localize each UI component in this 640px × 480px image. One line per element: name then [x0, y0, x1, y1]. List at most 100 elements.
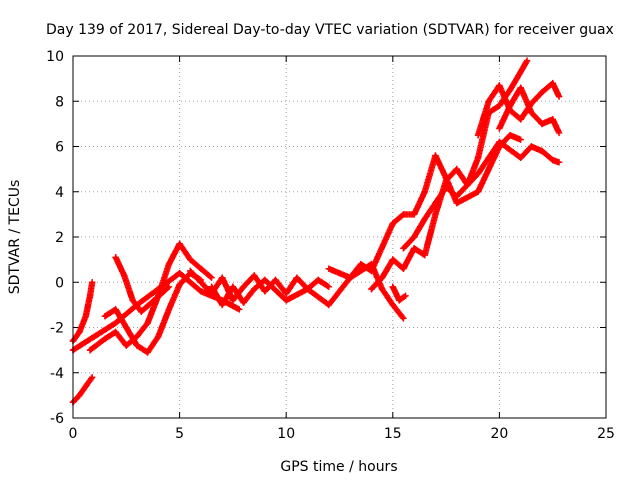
- data-point: [86, 346, 94, 354]
- data-point: [240, 283, 247, 290]
- data-point: [138, 308, 145, 315]
- data-point: [101, 312, 109, 320]
- data-point: [229, 297, 237, 304]
- series-track-11: [400, 138, 563, 252]
- data-point: [150, 297, 158, 304]
- data-point: [378, 285, 386, 293]
- y-tick-label: -6: [50, 411, 64, 427]
- data-point: [176, 240, 183, 247]
- data-point: [432, 211, 439, 218]
- data-point: [400, 265, 407, 272]
- x-tick-label: 0: [69, 426, 78, 442]
- data-point: [485, 98, 492, 105]
- data-point: [86, 292, 94, 300]
- data-point: [549, 156, 556, 164]
- data-point: [389, 283, 396, 290]
- data-point: [219, 274, 226, 281]
- data-point: [517, 116, 524, 123]
- data-point: [402, 292, 409, 300]
- data-point: [240, 299, 247, 306]
- data-point: [496, 102, 503, 109]
- data-point: [88, 374, 96, 381]
- data-point: [368, 285, 375, 293]
- data-point: [453, 199, 460, 207]
- data-point: [453, 193, 460, 200]
- data-point: [421, 188, 428, 195]
- data-point: [474, 170, 482, 177]
- chart-title: Day 139 of 2017, Sidereal Day-to-day VTE…: [46, 22, 614, 38]
- data-point: [378, 274, 386, 281]
- data-point: [506, 131, 514, 139]
- series-track-8: [208, 260, 407, 322]
- data-point: [400, 245, 407, 252]
- data-point: [144, 349, 151, 356]
- data-point: [538, 147, 546, 155]
- data-point: [165, 306, 173, 313]
- y-tick-label: 2: [55, 230, 64, 246]
- data-point: [389, 220, 396, 227]
- data-point: [517, 84, 524, 91]
- data-point: [129, 297, 136, 304]
- data-point: [123, 324, 130, 331]
- x-tick-label: 15: [384, 426, 402, 442]
- data-point: [112, 254, 119, 261]
- data-point: [133, 333, 141, 340]
- data-point: [155, 333, 162, 340]
- data-point: [389, 256, 396, 263]
- data-point: [496, 138, 503, 146]
- data-point: [453, 165, 460, 173]
- data-point: [538, 89, 546, 96]
- data-point: [133, 342, 141, 349]
- data-point: [555, 159, 563, 166]
- series-track-2: [69, 279, 96, 345]
- data-point: [325, 283, 333, 290]
- data-point: [261, 276, 269, 284]
- data-point: [432, 152, 439, 159]
- data-point: [442, 184, 450, 191]
- data-point: [272, 276, 279, 284]
- y-tick-label: 4: [55, 185, 64, 201]
- data-point: [517, 154, 524, 162]
- y-tick-label: -2: [50, 321, 64, 337]
- data-point: [549, 116, 556, 123]
- data-point: [549, 79, 556, 87]
- data-point: [304, 285, 311, 293]
- data-point: [76, 328, 83, 336]
- data-point: [410, 245, 418, 252]
- data-point: [176, 270, 183, 277]
- series-track-7: [187, 267, 333, 304]
- x-tick-label: 10: [277, 426, 295, 442]
- data-point: [523, 57, 531, 64]
- data-point: [76, 392, 83, 399]
- data-point: [432, 199, 439, 207]
- data-point: [496, 82, 503, 89]
- data-point: [165, 283, 173, 290]
- series-track-10: [368, 57, 531, 293]
- data-point: [229, 283, 237, 290]
- y-tick-label: 0: [55, 275, 64, 291]
- data-point: [176, 281, 183, 288]
- data-point: [101, 335, 109, 343]
- data-point: [555, 93, 563, 100]
- series-track-4: [86, 240, 215, 354]
- data-point: [197, 279, 205, 286]
- x-tick-label: 20: [490, 426, 508, 442]
- data-point: [123, 342, 130, 349]
- data-point: [219, 301, 226, 309]
- data-point: [112, 306, 119, 313]
- data-point: [410, 233, 418, 241]
- data-point: [421, 251, 428, 259]
- series-track-1: [69, 374, 96, 406]
- data-series: [69, 57, 563, 406]
- data-point: [187, 279, 194, 286]
- data-point: [293, 274, 301, 281]
- y-tick-label: 6: [55, 140, 64, 156]
- series-track-12: [389, 283, 409, 304]
- data-point: [474, 188, 482, 195]
- data-point: [88, 279, 96, 286]
- data-point: [283, 290, 290, 297]
- x-tick-label: 5: [175, 426, 184, 442]
- tick-labels: 0 5 10 15 20 25 -6 -4 -2 0 2 4 6 8 10: [46, 49, 615, 442]
- data-point: [197, 288, 205, 295]
- data-point: [165, 260, 173, 268]
